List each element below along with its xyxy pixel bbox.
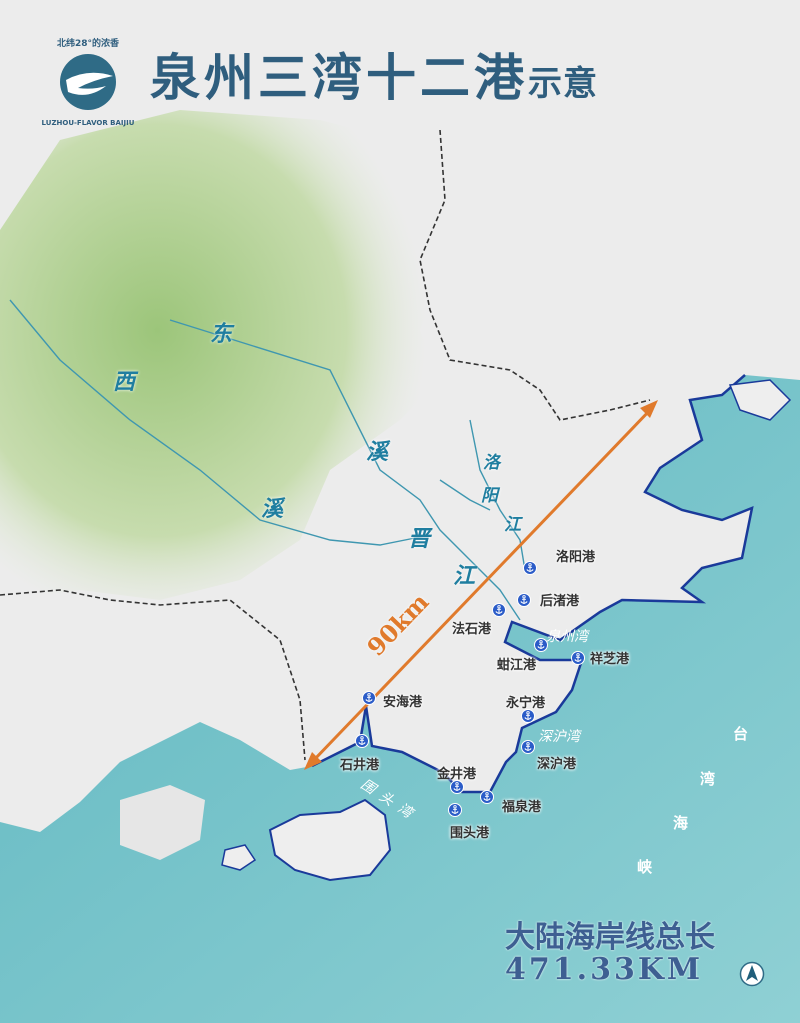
- page-title: 泉州三湾十二港示意: [150, 38, 598, 110]
- river-label-luoyang-3: 江: [504, 515, 521, 535]
- anchor-icon: [362, 691, 376, 705]
- port-label: 深沪港: [537, 757, 577, 772]
- anchor-icon: [355, 734, 369, 748]
- brand-logo: 北纬28°的浓香 LUZHOU-FLAVOR BAIJIU: [42, 37, 135, 127]
- svg-text:北纬28°的浓香: 北纬28°的浓香: [57, 37, 120, 49]
- coastline-label: 大陆海岸线总长: [505, 920, 715, 955]
- rivers: [9, 299, 526, 621]
- mountain-region: [0, 110, 450, 600]
- strait-label-2: 湾: [700, 770, 716, 788]
- port-label: 后渚港: [540, 594, 580, 609]
- river-label-dongxi-2: 溪: [366, 439, 389, 465]
- port-label: 蚶江港: [497, 658, 537, 673]
- bay-label-quanzhou: 泉州湾: [546, 629, 588, 645]
- admin-border: [0, 129, 651, 761]
- coastline: [311, 374, 754, 794]
- anchor-icon: [450, 780, 464, 794]
- port-label: 金井港: [437, 767, 477, 782]
- anchor-icon: [523, 561, 537, 575]
- svg-text:LUZHOU-FLAVOR BAIJIU: LUZHOU-FLAVOR BAIJIU: [42, 119, 135, 127]
- river-label-jinjiang-2: 江: [453, 563, 476, 589]
- anchor-icon: [521, 709, 535, 723]
- port-label: 祥芝港: [590, 652, 630, 667]
- port-label: 围头港: [450, 826, 490, 841]
- strait-label-1: 台: [733, 725, 749, 743]
- river-label-luoyang-1: 洛: [483, 453, 500, 473]
- island-small: [221, 844, 257, 871]
- bay-label-shenhu: 深沪湾: [538, 729, 580, 745]
- anchor-icon: [492, 603, 506, 617]
- river-label-xixi-1: 西: [113, 369, 136, 395]
- strait-label-4: 峡: [637, 858, 653, 876]
- river-label-xixi-2: 溪: [261, 496, 284, 522]
- anchor-icon: [571, 651, 585, 665]
- anchor-icon: [521, 740, 535, 754]
- title-main: 泉州三湾十二港: [150, 48, 528, 107]
- anchor-icon: [480, 790, 494, 804]
- port-label: 法石港: [452, 622, 492, 637]
- river-label-dongxi-1: 东: [210, 321, 233, 347]
- sea: [0, 375, 800, 1023]
- port-label: 福泉港: [502, 800, 542, 815]
- port-label: 永宁港: [506, 696, 546, 711]
- island-east: [728, 379, 792, 421]
- river-label-jinjiang-1: 晋: [408, 526, 431, 552]
- island-jinmen: [268, 798, 392, 882]
- anchor-icon: [534, 638, 548, 652]
- river-label-luoyang-2: 阳: [481, 486, 498, 506]
- coastline-value: 471.33KM: [505, 952, 704, 987]
- title-suffix: 示意: [528, 64, 598, 104]
- strait-label-3: 海: [673, 814, 689, 832]
- port-label: 石井港: [340, 758, 380, 773]
- port-label: 安海港: [383, 695, 423, 710]
- north-arrow-icon: [739, 961, 765, 987]
- island-xiamen: [120, 785, 205, 860]
- anchor-icon: [517, 593, 531, 607]
- port-label: 洛阳港: [556, 550, 596, 565]
- anchor-icon: [448, 803, 462, 817]
